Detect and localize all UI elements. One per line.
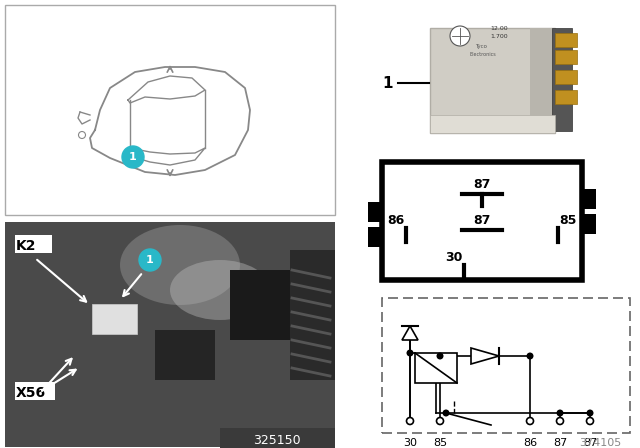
Bar: [415, 353, 457, 383]
Bar: [555, 70, 577, 84]
Circle shape: [406, 418, 413, 425]
Polygon shape: [471, 348, 499, 364]
Polygon shape: [402, 326, 418, 340]
Bar: [5, 222, 335, 447]
Bar: [382, 162, 582, 280]
Text: 85: 85: [559, 214, 577, 227]
Bar: [382, 298, 630, 433]
Text: 1: 1: [129, 152, 137, 162]
Bar: [230, 270, 310, 340]
Text: 30: 30: [445, 250, 463, 263]
Text: 87: 87: [474, 214, 491, 227]
Circle shape: [122, 146, 144, 168]
Circle shape: [586, 409, 593, 417]
Circle shape: [450, 26, 470, 46]
Circle shape: [436, 418, 444, 425]
Circle shape: [586, 418, 593, 425]
Text: 87: 87: [583, 438, 597, 448]
Text: Tyco: Tyco: [475, 44, 487, 49]
Circle shape: [557, 418, 563, 425]
Text: 86: 86: [523, 438, 537, 448]
Bar: [555, 50, 577, 64]
Circle shape: [527, 353, 534, 359]
Bar: [290, 250, 335, 380]
Text: 374105: 374105: [579, 438, 621, 448]
Bar: [5, 5, 335, 215]
Circle shape: [139, 249, 161, 271]
Bar: [15, 382, 55, 400]
Text: 86: 86: [387, 214, 404, 227]
Text: 1: 1: [146, 255, 154, 265]
Bar: [530, 28, 555, 133]
Ellipse shape: [120, 225, 240, 305]
Bar: [155, 330, 215, 380]
Text: 87: 87: [474, 177, 491, 190]
Bar: [220, 428, 335, 448]
Text: 85: 85: [433, 438, 447, 448]
Bar: [368, 202, 382, 222]
Bar: [368, 227, 382, 247]
Text: 325150: 325150: [253, 434, 301, 447]
Bar: [555, 90, 577, 104]
Bar: [430, 115, 555, 133]
Bar: [582, 214, 596, 234]
Circle shape: [527, 418, 534, 425]
Text: K2: K2: [16, 239, 36, 253]
Bar: [430, 28, 555, 133]
Bar: [555, 33, 577, 47]
Text: Electronics: Electronics: [470, 52, 497, 57]
Ellipse shape: [170, 260, 270, 320]
Text: 87: 87: [553, 438, 567, 448]
Circle shape: [442, 409, 449, 417]
Circle shape: [557, 409, 563, 417]
Text: 30: 30: [403, 438, 417, 448]
Text: 12.00: 12.00: [490, 26, 508, 31]
Text: X56: X56: [16, 386, 46, 400]
Bar: [552, 28, 572, 131]
Bar: [92, 304, 137, 334]
Bar: [15, 235, 52, 253]
Text: 1.700: 1.700: [490, 34, 508, 39]
Circle shape: [436, 353, 444, 359]
Bar: [582, 189, 596, 209]
Circle shape: [406, 349, 413, 357]
Text: 1: 1: [383, 76, 393, 90]
